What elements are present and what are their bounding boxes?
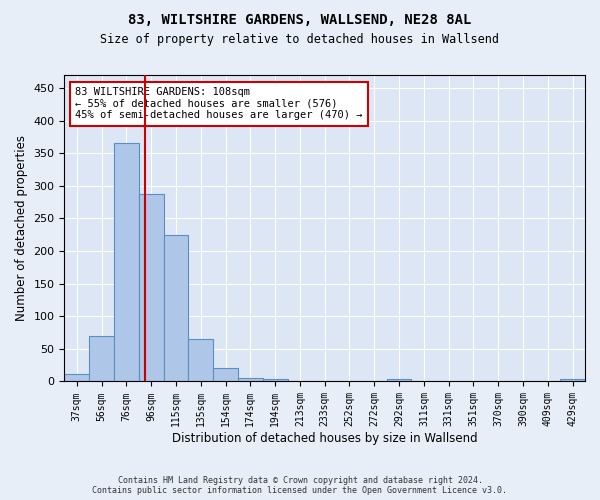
Text: Size of property relative to detached houses in Wallsend: Size of property relative to detached ho… xyxy=(101,32,499,46)
Bar xyxy=(213,368,238,382)
Bar xyxy=(139,194,164,382)
Text: 83 WILTSHIRE GARDENS: 108sqm
← 55% of detached houses are smaller (576)
45% of s: 83 WILTSHIRE GARDENS: 108sqm ← 55% of de… xyxy=(75,88,362,120)
Bar xyxy=(238,378,263,382)
Y-axis label: Number of detached properties: Number of detached properties xyxy=(15,135,28,321)
Bar xyxy=(89,336,114,382)
Bar xyxy=(560,379,585,382)
Text: 83, WILTSHIRE GARDENS, WALLSEND, NE28 8AL: 83, WILTSHIRE GARDENS, WALLSEND, NE28 8A… xyxy=(128,12,472,26)
Bar xyxy=(64,374,89,382)
Text: Contains HM Land Registry data © Crown copyright and database right 2024.
Contai: Contains HM Land Registry data © Crown c… xyxy=(92,476,508,495)
Bar xyxy=(114,144,139,382)
Bar xyxy=(263,379,287,382)
Bar xyxy=(188,339,213,382)
Bar xyxy=(386,379,412,382)
Bar xyxy=(164,236,188,382)
X-axis label: Distribution of detached houses by size in Wallsend: Distribution of detached houses by size … xyxy=(172,432,478,445)
